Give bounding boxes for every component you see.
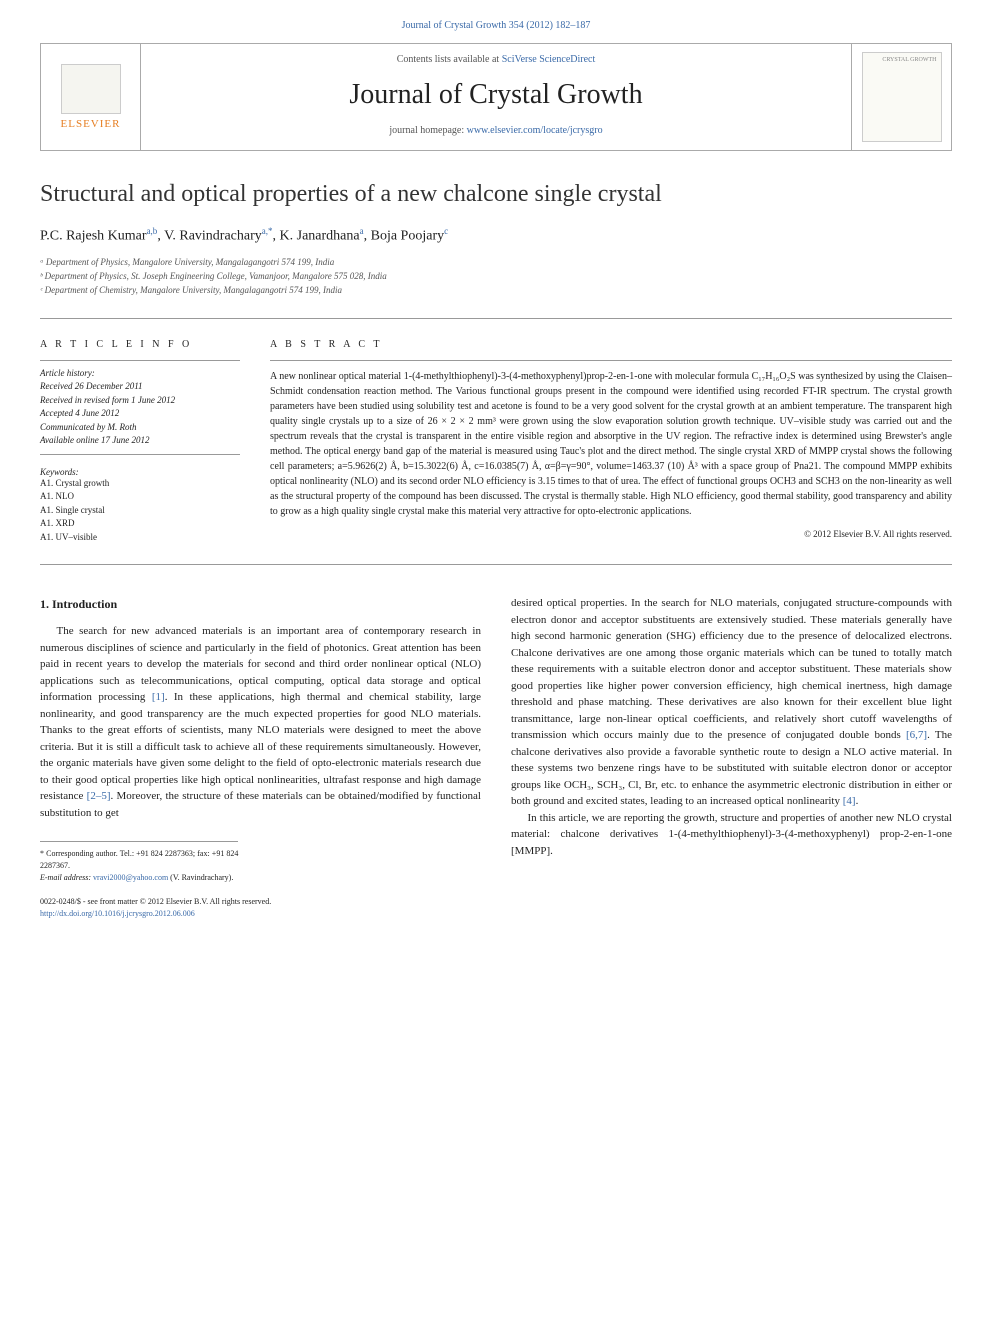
divider-2	[40, 564, 952, 565]
history-label: Article history:	[40, 367, 240, 381]
affiliation-a: ᵃ Department of Physics, Mangalore Unive…	[40, 255, 952, 269]
author-4: Boja Poojary	[371, 229, 445, 244]
keyword-2: A1. NLO	[40, 490, 240, 504]
affiliation-b: ᵇ Department of Physics, St. Joseph Engi…	[40, 269, 952, 283]
history-communicated: Communicated by M. Roth	[40, 421, 240, 435]
intro-para-1: The search for new advanced materials is…	[40, 623, 481, 821]
history-accepted: Accepted 4 June 2012	[40, 407, 240, 421]
keyword-1: A1. Crystal growth	[40, 477, 240, 491]
article-title: Structural and optical properties of a n…	[40, 181, 952, 208]
doi-link[interactable]: http://dx.doi.org/10.1016/j.jcrysgro.201…	[40, 908, 481, 920]
elsevier-tree-icon	[61, 64, 121, 114]
author-2: V. Ravindrachary	[164, 229, 262, 244]
intro-para-2: In this article, we are reporting the gr…	[511, 810, 952, 860]
author-3-sup: a	[360, 226, 364, 236]
article-history: Article history: Received 26 December 20…	[40, 360, 240, 455]
author-1-sup: a,b	[147, 226, 158, 236]
abstract: A B S T R A C T A new nonlinear optical …	[270, 339, 952, 545]
info-heading: A R T I C L E I N F O	[40, 339, 240, 350]
journal-name: Journal of Crystal Growth	[151, 79, 841, 111]
doi-block: 0022-0248/$ - see front matter © 2012 El…	[40, 896, 481, 920]
homepage-prefix: journal homepage:	[389, 125, 466, 136]
article-info: A R T I C L E I N F O Article history: R…	[40, 339, 240, 545]
journal-header: ELSEVIER Contents lists available at Sci…	[40, 43, 952, 151]
contents-prefix: Contents lists available at	[397, 54, 502, 65]
homepage-line: journal homepage: www.elsevier.com/locat…	[151, 125, 841, 136]
divider	[40, 318, 952, 319]
copyright-line: © 2012 Elsevier B.V. All rights reserved…	[270, 529, 952, 539]
keyword-4: A1. XRD	[40, 517, 240, 531]
publisher-logo: ELSEVIER	[41, 44, 141, 150]
history-online: Available online 17 June 2012	[40, 434, 240, 448]
affiliations: ᵃ Department of Physics, Mangalore Unive…	[40, 255, 952, 298]
body-columns: 1. Introduction The search for new advan…	[40, 595, 952, 920]
keyword-3: A1. Single crystal	[40, 504, 240, 518]
keyword-5: A1. UV–visible	[40, 531, 240, 545]
journal-cover: CRYSTAL GROWTH	[851, 44, 951, 150]
keywords-list: A1. Crystal growth A1. NLO A1. Single cr…	[40, 477, 240, 545]
email-line: E-mail address: vravi2000@yahoo.com (V. …	[40, 872, 238, 884]
history-received: Received 26 December 2011	[40, 380, 240, 394]
front-matter: 0022-0248/$ - see front matter © 2012 El…	[40, 896, 481, 908]
column-right: desired optical properties. In the searc…	[511, 595, 952, 920]
email-link[interactable]: vravi2000@yahoo.com	[93, 873, 168, 882]
history-revised: Received in revised form 1 June 2012	[40, 394, 240, 408]
ref-6-7[interactable]: [6,7]	[906, 729, 927, 741]
abstract-text: A new nonlinear optical material 1-(4-me…	[270, 360, 952, 519]
keywords-label: Keywords:	[40, 467, 240, 477]
header-center: Contents lists available at SciVerse Sci…	[141, 44, 851, 150]
section-heading: 1. Introduction	[40, 595, 481, 613]
author-list: P.C. Rajesh Kumara,b, V. Ravindracharya,…	[40, 226, 952, 245]
intro-para-1-cont: desired optical properties. In the searc…	[511, 595, 952, 810]
column-left: 1. Introduction The search for new advan…	[40, 595, 481, 920]
corresponding-footnote: * Corresponding author. Tel.: +91 824 22…	[40, 841, 238, 884]
author-3: K. Janardhana	[280, 229, 360, 244]
author-4-sup: c	[444, 226, 448, 236]
ref-1[interactable]: [1]	[152, 691, 165, 703]
cover-thumbnail: CRYSTAL GROWTH	[862, 52, 942, 142]
affiliation-c: ᶜ Department of Chemistry, Mangalore Uni…	[40, 283, 952, 297]
contents-line: Contents lists available at SciVerse Sci…	[151, 54, 841, 65]
sciencedirect-link[interactable]: SciVerse ScienceDirect	[502, 54, 596, 65]
top-citation: Journal of Crystal Growth 354 (2012) 182…	[40, 20, 952, 31]
abstract-heading: A B S T R A C T	[270, 339, 952, 350]
homepage-link[interactable]: www.elsevier.com/locate/jcrysgro	[467, 125, 603, 136]
ref-4[interactable]: [4]	[843, 795, 856, 807]
info-abstract-row: A R T I C L E I N F O Article history: R…	[40, 339, 952, 545]
corresponding-author: * Corresponding author. Tel.: +91 824 22…	[40, 848, 238, 872]
publisher-name: ELSEVIER	[61, 118, 121, 130]
author-2-sup: a,*	[262, 226, 273, 236]
ref-2-5[interactable]: [2–5]	[87, 790, 111, 802]
author-1: P.C. Rajesh Kumar	[40, 229, 147, 244]
